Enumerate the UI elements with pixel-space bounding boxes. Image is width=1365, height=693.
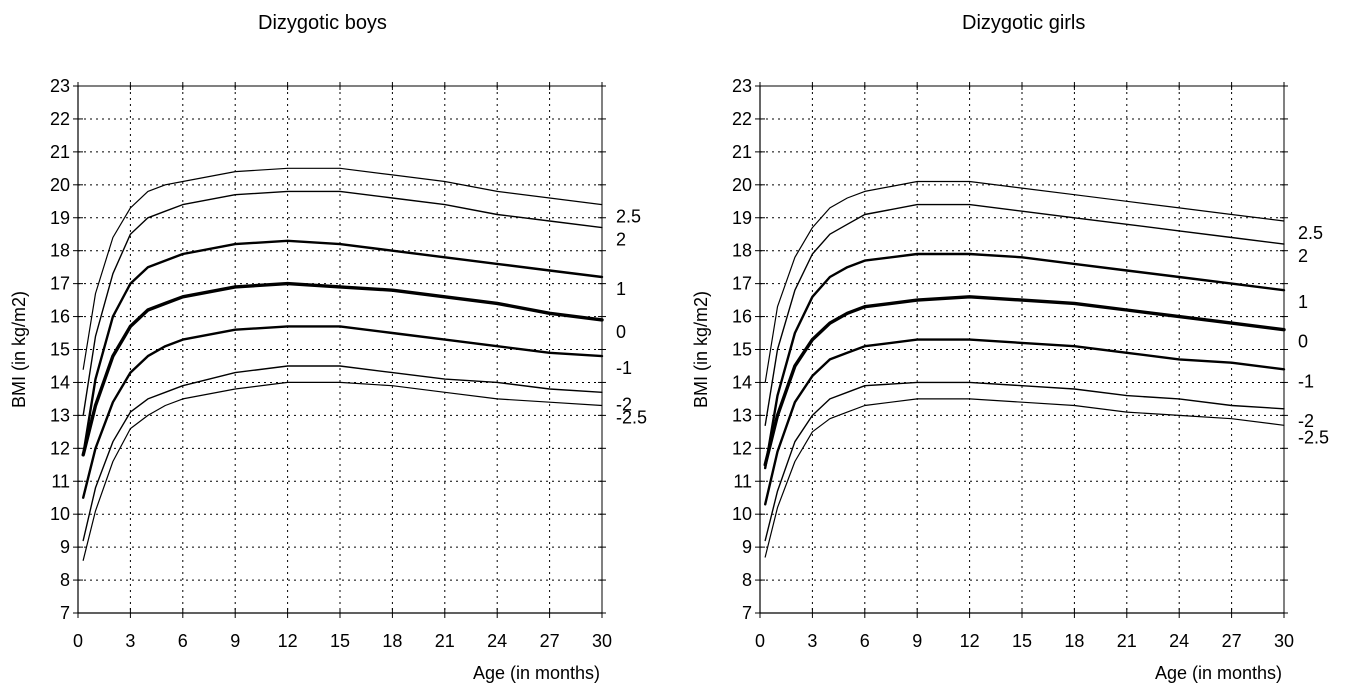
x-tick-label: 9 bbox=[230, 631, 240, 651]
y-tick-label: 15 bbox=[50, 340, 70, 360]
series-line--1 bbox=[764, 338, 1286, 506]
y-tick-label: 9 bbox=[742, 537, 752, 557]
y-tick-label: 22 bbox=[732, 109, 752, 129]
x-tick-label: 0 bbox=[73, 631, 83, 651]
y-tick-label: 9 bbox=[60, 537, 70, 557]
x-tick-label: 18 bbox=[382, 631, 402, 651]
x-tick-label: 6 bbox=[860, 631, 870, 651]
x-tick-label: 0 bbox=[755, 631, 765, 651]
series-label: -2.5 bbox=[1298, 427, 1329, 447]
x-axis-label: Age (in months) bbox=[1155, 663, 1282, 683]
y-axis-label: BMI (in kg/m2) bbox=[9, 291, 29, 408]
x-axis-label: Age (in months) bbox=[473, 663, 600, 683]
x-tick-label: 18 bbox=[1064, 631, 1084, 651]
x-tick-label: 24 bbox=[487, 631, 507, 651]
series-label: 0 bbox=[1298, 332, 1308, 352]
y-tick-label: 14 bbox=[732, 372, 752, 392]
series-label: -2 bbox=[616, 394, 632, 414]
y-tick-label: 15 bbox=[732, 340, 752, 360]
series-line-0 bbox=[81, 281, 604, 457]
x-tick-label: 27 bbox=[1222, 631, 1242, 651]
chart-panel-girls: Dizygotic girls 7 8 9 10 11 12 13 14 15 16 17 18 19 2… bbox=[682, 0, 1364, 693]
y-axis-label: BMI (in kg/m2) bbox=[691, 291, 711, 408]
series-line--2 bbox=[764, 381, 1285, 542]
y-tick-label: 20 bbox=[732, 175, 752, 195]
x-tick-label: 15 bbox=[330, 631, 350, 651]
series-line-1 bbox=[82, 239, 604, 457]
y-tick-label: 16 bbox=[732, 307, 752, 327]
y-tick-label: 14 bbox=[50, 372, 70, 392]
y-tick-label: 7 bbox=[60, 603, 70, 623]
series-line-2 bbox=[764, 203, 1285, 426]
y-tick-label: 21 bbox=[732, 142, 752, 162]
series-label: 1 bbox=[1298, 292, 1308, 312]
y-tick-label: 20 bbox=[50, 175, 70, 195]
y-tick-label: 10 bbox=[50, 504, 70, 524]
x-tick-label: 27 bbox=[540, 631, 560, 651]
series-label: -1 bbox=[1298, 371, 1314, 391]
x-tick-label: 12 bbox=[278, 631, 298, 651]
series-line--1 bbox=[82, 325, 604, 499]
y-tick-label: 8 bbox=[742, 570, 752, 590]
y-tick-label: 13 bbox=[50, 405, 70, 425]
series-line-2.5 bbox=[764, 180, 1285, 383]
x-tick-label: 21 bbox=[1117, 631, 1137, 651]
y-tick-label: 18 bbox=[732, 241, 752, 261]
series-line-0 bbox=[763, 295, 1286, 467]
y-tick-label: 11 bbox=[733, 471, 752, 491]
series-line--2.5 bbox=[82, 381, 603, 561]
y-tick-label: 10 bbox=[732, 504, 752, 524]
y-tick-label: 13 bbox=[732, 405, 752, 425]
chart-panel-boys: Dizygotic boys 7 8 9 10 11 12 13 14 15 16 17 18 19 20… bbox=[0, 0, 682, 693]
y-tick-label: 19 bbox=[732, 208, 752, 228]
series-line-1 bbox=[764, 252, 1286, 470]
y-tick-label: 8 bbox=[60, 570, 70, 590]
x-tick-label: 3 bbox=[125, 631, 135, 651]
x-tick-label: 30 bbox=[1274, 631, 1294, 651]
series-label: -1 bbox=[616, 358, 632, 378]
series-label: -2 bbox=[1298, 411, 1314, 431]
y-tick-label: 11 bbox=[51, 471, 70, 491]
series-label: 2.5 bbox=[1298, 223, 1323, 243]
y-tick-label: 22 bbox=[50, 109, 70, 129]
x-tick-label: 3 bbox=[807, 631, 817, 651]
y-tick-label: 18 bbox=[50, 241, 70, 261]
chart-title: Dizygotic girls bbox=[962, 12, 1086, 34]
series-label: 2 bbox=[1298, 246, 1308, 266]
x-tick-label: 21 bbox=[435, 631, 455, 651]
series-label: 0 bbox=[616, 322, 626, 342]
y-tick-label: 21 bbox=[50, 142, 70, 162]
series-label: -2.5 bbox=[616, 407, 647, 427]
y-tick-label: 12 bbox=[732, 438, 752, 458]
series-label: 1 bbox=[616, 279, 626, 299]
x-tick-label: 15 bbox=[1012, 631, 1032, 651]
series-label: 2 bbox=[616, 230, 626, 250]
x-tick-label: 30 bbox=[592, 631, 612, 651]
y-tick-label: 12 bbox=[50, 438, 70, 458]
y-tick-label: 19 bbox=[50, 208, 70, 228]
y-tick-label: 17 bbox=[732, 274, 752, 294]
series-line-2.5 bbox=[82, 167, 603, 370]
chart-title: Dizygotic boys bbox=[258, 12, 387, 34]
x-tick-label: 24 bbox=[1169, 631, 1189, 651]
y-tick-label: 17 bbox=[50, 274, 70, 294]
x-tick-label: 12 bbox=[960, 631, 980, 651]
x-tick-label: 6 bbox=[178, 631, 188, 651]
series-label: 2.5 bbox=[616, 207, 641, 227]
series-line--2 bbox=[82, 365, 603, 542]
series-line-2 bbox=[82, 190, 603, 417]
y-tick-label: 23 bbox=[50, 76, 70, 96]
series-line--2.5 bbox=[764, 398, 1285, 558]
y-tick-label: 7 bbox=[742, 603, 752, 623]
x-tick-label: 9 bbox=[912, 631, 922, 651]
y-tick-label: 23 bbox=[732, 76, 752, 96]
y-tick-label: 16 bbox=[50, 307, 70, 327]
